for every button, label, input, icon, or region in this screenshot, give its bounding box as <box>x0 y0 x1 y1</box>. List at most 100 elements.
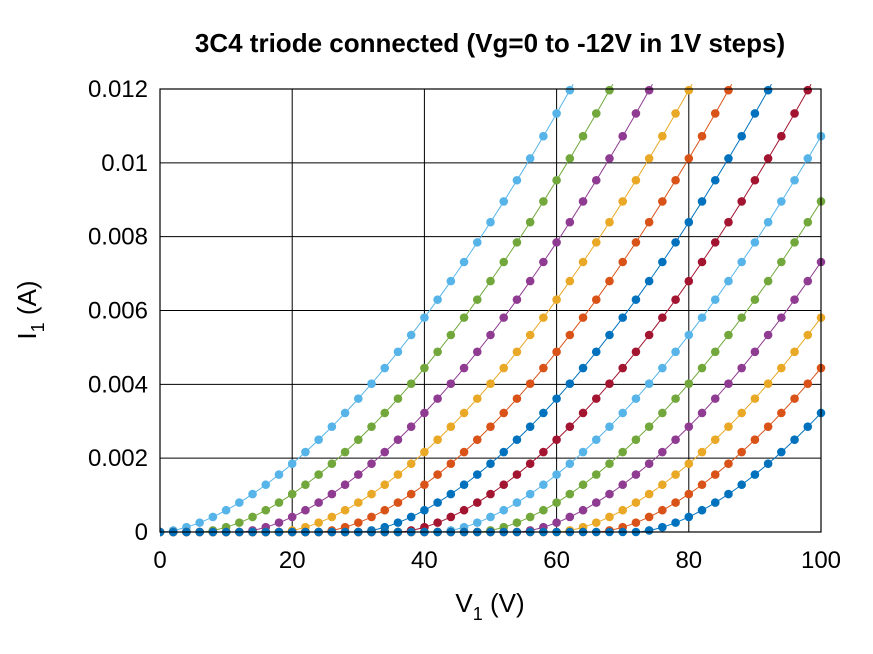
data-point <box>777 197 786 206</box>
data-point <box>790 347 799 357</box>
data-point <box>644 276 654 286</box>
data-point <box>763 276 773 286</box>
data-point <box>578 447 588 457</box>
series-vg-8 <box>160 197 826 537</box>
data-point <box>433 435 442 445</box>
data-point <box>446 422 456 431</box>
data-point <box>644 459 654 468</box>
data-point <box>420 505 429 515</box>
data-point <box>710 109 720 118</box>
data-point <box>618 363 627 373</box>
data-point <box>512 394 522 403</box>
data-point <box>367 422 376 431</box>
data-point <box>406 459 416 468</box>
data-point <box>737 408 746 418</box>
data-point <box>565 459 575 468</box>
data-point <box>420 313 429 322</box>
x-tick-labels: 0 20 40 60 80 100 <box>153 547 841 574</box>
data-point <box>539 257 548 267</box>
data-point <box>697 197 707 206</box>
data-point <box>486 276 495 286</box>
data-point <box>710 175 720 185</box>
data-point <box>777 313 786 322</box>
chart-title: 3C4 triode connected (Vg=0 to -12V in 1V… <box>195 28 785 58</box>
data-point <box>301 505 310 515</box>
data-point <box>644 489 654 499</box>
data-point <box>671 109 680 118</box>
data-point <box>314 470 323 479</box>
data-point <box>737 480 746 490</box>
data-point <box>591 175 601 185</box>
data-point <box>578 505 588 515</box>
data-point <box>697 313 707 322</box>
data-point <box>552 109 561 118</box>
y-tick-label: 0.008 <box>88 224 148 251</box>
data-point <box>710 295 720 304</box>
data-point <box>446 512 456 522</box>
data-point <box>578 480 588 490</box>
data-point <box>499 408 509 418</box>
data-point <box>724 85 733 95</box>
data-point <box>684 512 694 522</box>
data-point <box>565 330 575 340</box>
data-point <box>605 489 614 499</box>
data-point <box>459 505 469 515</box>
data-point <box>605 422 614 431</box>
data-point <box>803 85 813 95</box>
x-axis-label-main: V <box>455 588 473 618</box>
data-point <box>710 470 720 479</box>
data-point <box>697 363 707 373</box>
series-line <box>160 367 822 533</box>
data-point <box>472 238 482 247</box>
data-point <box>406 330 416 340</box>
data-point <box>340 408 350 418</box>
series-line <box>160 201 822 533</box>
data-point <box>499 447 509 457</box>
data-point <box>644 330 654 340</box>
data-point <box>724 422 733 431</box>
data-point <box>393 518 403 527</box>
data-point <box>512 470 522 479</box>
data-point <box>301 480 310 490</box>
data-point <box>737 197 746 206</box>
data-point <box>750 470 760 479</box>
data-point <box>539 363 548 373</box>
data-point <box>340 480 350 490</box>
data-point <box>790 109 799 118</box>
data-point <box>433 347 442 357</box>
data-point <box>552 238 561 247</box>
data-point <box>605 85 614 95</box>
data-point <box>420 408 429 418</box>
data-point <box>261 505 271 515</box>
data-point <box>658 131 667 141</box>
data-point <box>565 85 575 95</box>
data-point <box>671 470 680 479</box>
data-point <box>578 197 588 206</box>
data-point <box>618 313 627 322</box>
data-point <box>380 447 390 457</box>
data-point <box>803 154 813 163</box>
data-point <box>512 347 522 357</box>
data-point <box>737 447 746 457</box>
data-point <box>803 422 813 431</box>
data-point <box>697 408 707 418</box>
data-point <box>552 498 561 507</box>
data-point <box>512 295 522 304</box>
data-point <box>644 85 654 95</box>
data-point <box>512 175 522 185</box>
data-point <box>631 394 641 403</box>
data-point <box>724 489 733 499</box>
data-point <box>525 217 535 227</box>
data-point <box>631 295 641 304</box>
data-point <box>763 422 773 431</box>
data-point <box>539 197 548 206</box>
data-point <box>750 435 760 445</box>
data-point <box>658 480 667 490</box>
data-point <box>512 238 522 247</box>
data-point <box>472 295 482 304</box>
data-point <box>552 470 561 479</box>
data-point <box>486 512 495 522</box>
data-point <box>433 498 442 507</box>
data-point <box>631 498 641 507</box>
data-point <box>777 363 786 373</box>
